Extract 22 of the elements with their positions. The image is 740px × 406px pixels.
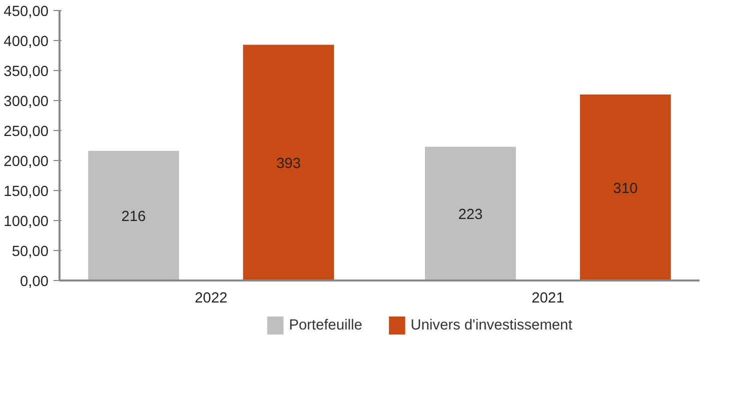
legend-label: Portefeuille <box>288 318 362 334</box>
y-tick-label: 400,00 <box>4 34 48 50</box>
y-tick-label: 0,00 <box>20 274 49 290</box>
bar <box>88 150 180 280</box>
bar <box>580 94 671 280</box>
x-tick-label: 2021 <box>532 290 564 306</box>
data-label: 216 <box>121 209 146 226</box>
y-tick-label: 300,00 <box>4 94 48 110</box>
y-tick-label: 350,00 <box>4 64 48 80</box>
legend-label: Univers d'investissement <box>410 318 572 334</box>
data-label: 393 <box>276 156 301 172</box>
y-tick-label: 100,00 <box>4 214 48 230</box>
data-label: 310 <box>613 181 638 197</box>
y-tick-label: 450,00 <box>4 4 48 20</box>
y-tick-label: 250,00 <box>4 124 48 140</box>
y-tick-label: 50,00 <box>12 244 49 260</box>
y-tick-label: 200,00 <box>4 154 48 170</box>
x-tick-label: 2022 <box>194 290 228 306</box>
y-tick-label: 150,00 <box>4 184 48 200</box>
bar <box>424 146 516 280</box>
data-label: 223 <box>458 207 483 224</box>
bar <box>243 44 334 280</box>
